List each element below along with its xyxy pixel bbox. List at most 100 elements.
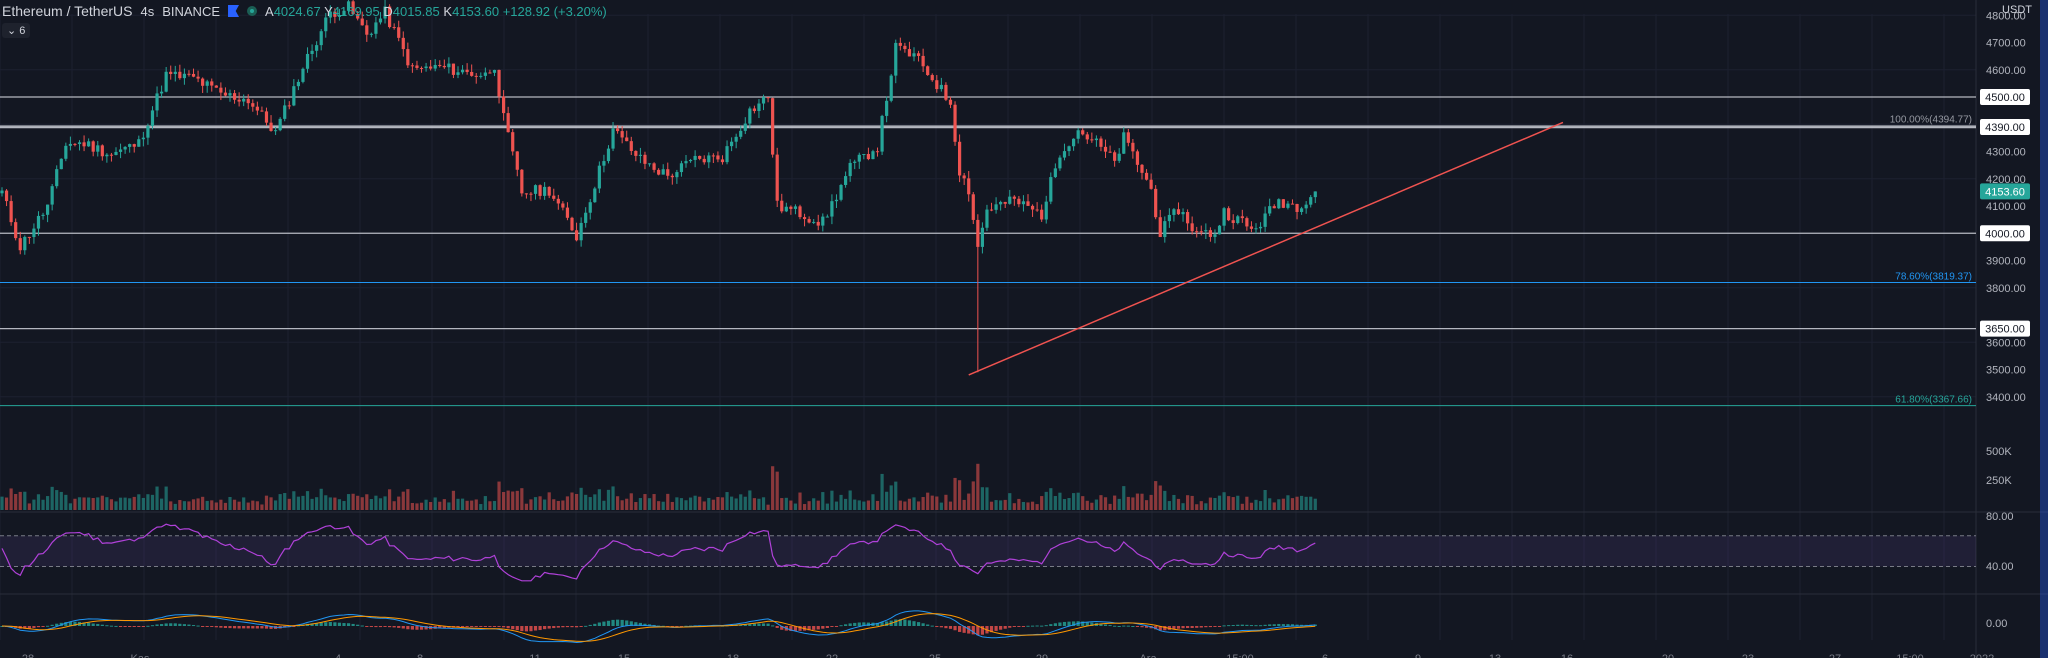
volume-bar <box>1040 496 1044 510</box>
volume-bar <box>55 490 59 510</box>
candle-body <box>1304 204 1308 209</box>
macd-histogram-bar <box>547 626 551 629</box>
flag-icon[interactable] <box>228 5 240 17</box>
volume-bar <box>356 495 360 510</box>
volume-bar <box>1245 496 1249 510</box>
macd-histogram-bar <box>1072 621 1076 626</box>
volume-bar <box>875 500 880 510</box>
level-price-tag <box>1980 119 2030 135</box>
volume-bar <box>383 496 387 510</box>
candle-body <box>848 162 852 177</box>
macd-histogram-bar <box>962 626 966 633</box>
macd-histogram-bar <box>46 625 50 627</box>
candle-body <box>424 66 428 69</box>
macd-histogram-bar <box>967 626 971 634</box>
volume-bar <box>123 497 127 510</box>
candle-body <box>720 159 725 163</box>
level-price-tag <box>1980 89 2030 106</box>
volume-bar <box>328 497 332 510</box>
macd-histogram-bar <box>1044 625 1048 627</box>
candle-body <box>1258 226 1263 229</box>
candle-body <box>1030 205 1035 210</box>
rsi-band <box>0 535 1976 567</box>
volume-bar <box>46 496 50 510</box>
macd-histogram-bar <box>834 626 839 627</box>
price-tick-label: 4100.00 <box>1986 201 2026 213</box>
macd-histogram-bar <box>465 626 469 627</box>
candle-body <box>520 169 524 194</box>
volume-bar <box>880 473 884 510</box>
candle-body <box>565 207 570 218</box>
volume-bar <box>903 501 907 510</box>
candle-body <box>1021 201 1026 205</box>
volume-bar <box>816 500 820 510</box>
time-tick-label: 6 <box>1322 653 1328 658</box>
candle-body <box>620 131 624 138</box>
macd-histogram-bar <box>210 626 214 627</box>
macd-histogram-bar <box>948 626 953 629</box>
macd-histogram-bar <box>160 624 164 626</box>
candle-body <box>757 103 761 112</box>
candle-body <box>105 154 109 157</box>
price-tick-label: 3600.00 <box>1986 337 2026 349</box>
volume-bar <box>1227 496 1231 510</box>
candle-body <box>187 73 191 75</box>
macd-histogram-bar <box>880 622 884 626</box>
candle-body <box>907 49 912 57</box>
macd-histogram-bar <box>1186 626 1190 629</box>
volume-tick-label: 250K <box>1986 475 2012 487</box>
candle-body <box>109 154 114 156</box>
candle-body <box>91 141 95 152</box>
macd-histogram-bar <box>41 626 45 627</box>
volume-bar <box>1103 497 1108 510</box>
volume-bar <box>1158 485 1162 510</box>
macd-histogram-bar <box>438 626 442 629</box>
candle-body <box>898 42 902 46</box>
macd-histogram-bar <box>1003 626 1007 629</box>
candle-body <box>114 151 118 155</box>
candle-body <box>1231 220 1235 223</box>
volume-bar <box>105 497 109 510</box>
volume-bar <box>419 502 424 510</box>
candle-body <box>274 130 278 132</box>
volume-bar <box>561 500 565 510</box>
macd-histogram-bar <box>848 623 852 626</box>
macd-histogram-bar <box>839 625 843 627</box>
candle-body <box>287 105 291 107</box>
macd-histogram-bar <box>515 626 519 631</box>
volume-bar <box>155 486 159 510</box>
volume-bar <box>1249 502 1254 510</box>
candle-body <box>935 80 939 90</box>
volume-bar <box>807 501 811 510</box>
price-tick-label: 4600.00 <box>1986 65 2026 77</box>
candle-body <box>871 151 875 160</box>
macd-histogram-bar <box>524 626 528 632</box>
interval-label[interactable]: 4s <box>140 3 155 19</box>
candle-body <box>679 163 684 173</box>
volume-bar <box>702 501 706 510</box>
macd-histogram-bar <box>606 620 611 626</box>
macd-histogram-bar <box>1053 623 1057 626</box>
candle-body <box>1190 223 1194 232</box>
candle-body <box>173 71 177 74</box>
currency-label[interactable]: USDT <box>2002 4 2032 16</box>
candle-body <box>821 216 825 226</box>
macd-histogram-bar <box>1286 624 1290 626</box>
candle-body <box>958 141 962 176</box>
volume-bar <box>1035 504 1039 510</box>
macd-histogram-bar <box>565 626 570 628</box>
volume-bar <box>771 466 775 510</box>
volume-bar <box>1076 492 1080 510</box>
volume-bar <box>748 490 752 510</box>
volume-bar <box>935 496 939 510</box>
indicators-toggle-button[interactable]: ⌄ 6 <box>2 23 31 38</box>
volume-bar <box>707 497 711 510</box>
candle-body <box>839 184 843 200</box>
symbol-title[interactable]: Ethereum / TetherUS <box>2 3 133 19</box>
macd-histogram-bar <box>1249 625 1254 627</box>
macd-histogram-bar <box>55 623 59 626</box>
macd-histogram-bar <box>392 626 396 628</box>
level-price-label: 4500.00 <box>1985 92 2025 104</box>
